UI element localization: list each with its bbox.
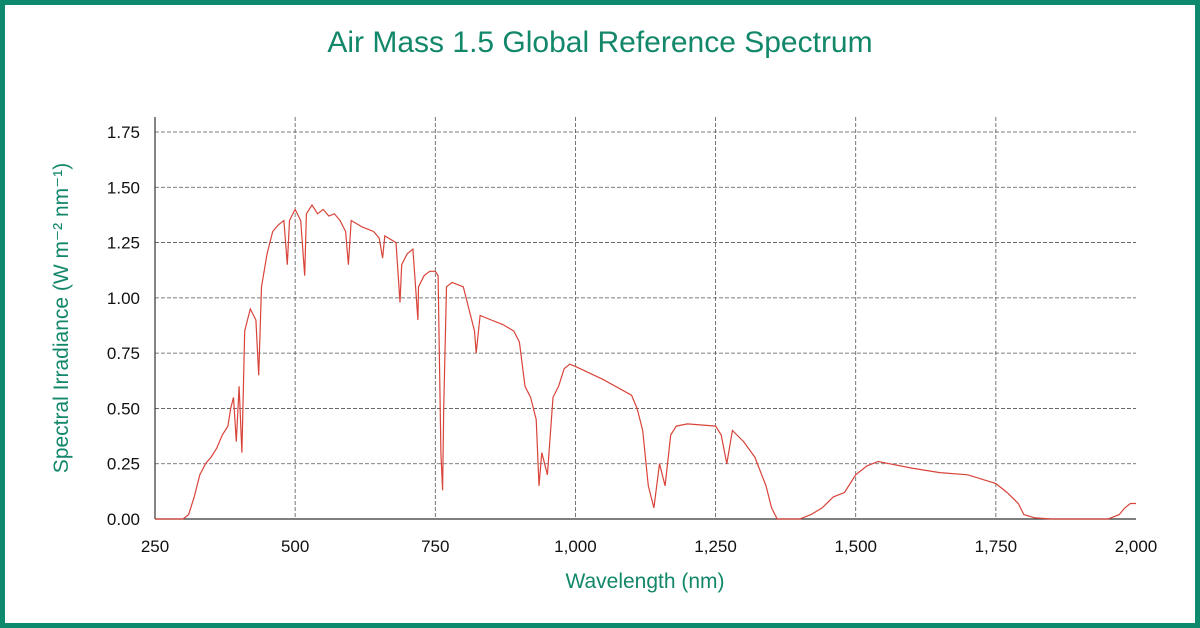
y-tick-label: 1.00 bbox=[107, 289, 140, 308]
x-tick-label: 1,000 bbox=[554, 537, 597, 556]
y-tick-label: 1.75 bbox=[107, 123, 140, 142]
x-tick-label: 500 bbox=[281, 537, 309, 556]
chart-title: Air Mass 1.5 Global Reference Spectrum bbox=[327, 26, 873, 59]
x-tick-label: 1,750 bbox=[975, 537, 1018, 556]
x-axis-label: Wavelength (nm) bbox=[565, 570, 724, 593]
x-tick-label: 2,000 bbox=[1115, 537, 1158, 556]
x-tick-label: 1,500 bbox=[834, 537, 877, 556]
gridlines bbox=[155, 117, 1136, 519]
y-tick-label: 0.25 bbox=[107, 455, 140, 474]
y-tick-label: 0.00 bbox=[107, 510, 140, 529]
tick-labels: 0.00 0.25 0.50 0.75 1.00 1.25 1.50 1.75 250 500 75… bbox=[107, 123, 1157, 556]
y-tick-label: 1.50 bbox=[107, 178, 140, 197]
y-tick-label: 1.25 bbox=[107, 234, 140, 253]
y-axis-label: Spectral Irradiance (W m⁻² nm⁻¹) bbox=[50, 163, 73, 473]
x-tick-label: 250 bbox=[141, 537, 169, 556]
y-tick-label: 0.50 bbox=[107, 399, 140, 418]
y-tick-label: 0.75 bbox=[107, 344, 140, 363]
x-tick-label: 1,250 bbox=[694, 537, 737, 556]
x-tick-label: 750 bbox=[421, 537, 449, 556]
spectrum-line bbox=[155, 203, 1136, 520]
